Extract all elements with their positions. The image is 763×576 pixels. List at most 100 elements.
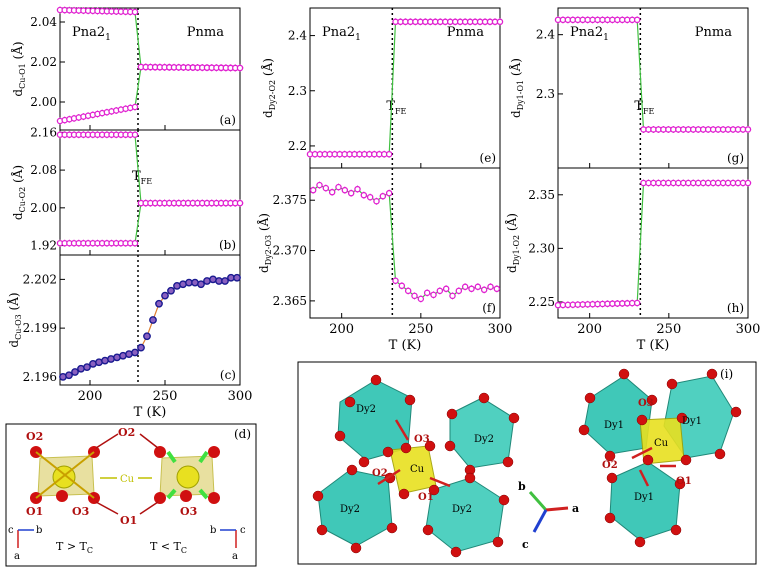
- oxygen-atom: [706, 368, 718, 380]
- green-arrow-2: [198, 450, 209, 464]
- left-o1-label: O1: [26, 505, 43, 518]
- chart-f-point: [328, 188, 336, 196]
- i-arrow-3: [429, 476, 451, 488]
- chart-f-ytick-label: 2.370: [273, 244, 307, 258]
- chart-g: 2.4 2.3 dDy1-O1 (Å) (g) Pna21 Pnma TFE: [508, 7, 752, 169]
- i-axis-c: [532, 509, 548, 533]
- chart-h-point: [744, 179, 752, 187]
- right-o2-label: O2: [118, 426, 135, 439]
- chart-e-point: [385, 150, 393, 158]
- chart-h-ylabel: dDy1-O2 (Å): [504, 213, 521, 273]
- oxygen-atom: [642, 454, 654, 466]
- chart-c-point: [221, 277, 229, 285]
- cond-right: T < TC: [150, 540, 187, 555]
- chart-f-point: [411, 292, 418, 300]
- poly-dy2-top-right: [449, 397, 515, 469]
- oxygen-atom: [618, 368, 630, 380]
- chart-c-point: [143, 332, 151, 341]
- panel-d-diagram: (d) O2 O1 O3 Cu O2 O1: [5, 423, 257, 567]
- chart-f-point: [309, 186, 317, 194]
- oxygen-atom: [444, 440, 456, 452]
- chart-f-point: [335, 183, 342, 191]
- oxygen-atom: [450, 546, 462, 558]
- chart-a-ytick-label: 2.02: [30, 55, 57, 69]
- chart-e-tfe-annotation: TFE: [386, 99, 406, 116]
- label-o1-left: O1: [418, 492, 434, 503]
- oxygen-atom: [604, 450, 616, 462]
- chart-a-ylabel: dCu-O1 (Å): [10, 41, 27, 96]
- chart-f-point: [347, 189, 355, 197]
- oxygen-atom: [400, 442, 412, 454]
- chart-h-frame: [557, 167, 749, 319]
- chart-a-point: [131, 103, 139, 111]
- i-axis-b: [528, 491, 548, 511]
- oxygen-atom: [464, 472, 476, 484]
- chart-g-ylabel: dDy1-O1 (Å): [508, 58, 525, 118]
- chart-f-point: [430, 291, 437, 299]
- chart-e-ytick-label: 2.3: [288, 84, 307, 98]
- chart-h-point: [633, 299, 641, 307]
- chart-f-point: [468, 285, 475, 293]
- oxygen-atom: [312, 490, 324, 502]
- right-o-atom-2: [208, 446, 220, 458]
- chart-f-point: [398, 282, 406, 290]
- panel-i-frame: [297, 361, 757, 565]
- chart-f-point: [385, 189, 393, 197]
- oxygen-atom: [344, 396, 356, 408]
- chart-f-ytick-label: 2.365: [273, 294, 307, 308]
- chart-f-point: [493, 285, 501, 293]
- oxygen-atom: [382, 446, 394, 458]
- chart-f-frame: [309, 167, 501, 319]
- chart-e-ytick-label: 2.2: [288, 139, 307, 153]
- chart-b-series-line: [60, 134, 240, 204]
- right-axis-b-label: b: [210, 525, 216, 536]
- red-arrow-o1b: [139, 501, 159, 515]
- oxygen-atom: [350, 542, 362, 554]
- panel-i-label: (i): [720, 367, 733, 381]
- right-o-atom-1: [154, 446, 166, 458]
- left-o3-atom: [56, 490, 68, 502]
- chart-b-ytick-label: 1.92: [30, 239, 57, 253]
- chart-h-panel-label: (h): [727, 301, 744, 315]
- label-o2-right: O2: [602, 460, 618, 471]
- label-dy1-c: Dy1: [634, 492, 654, 503]
- panel-d-label: (d): [234, 427, 251, 441]
- i-arrow-4: [631, 446, 653, 460]
- chart-h-xtick-label: 200: [577, 322, 602, 337]
- chart-c-point: [83, 363, 91, 372]
- chart-f: 2.375 2.370 2.365 200 250 300 T (K) dDy2-O3 (Å)…: [256, 167, 512, 353]
- red-arrow-o2b: [139, 433, 159, 449]
- oxygen-atom: [674, 478, 686, 490]
- chart-c-point: [197, 280, 205, 289]
- right-axis-c-label: c: [240, 525, 246, 536]
- chart-e-point: [496, 18, 504, 26]
- oxygen-atom: [424, 440, 436, 452]
- oxygen-atom: [604, 512, 616, 524]
- chart-f-point: [461, 283, 469, 291]
- chart-f-point: [360, 191, 368, 199]
- chart-c-ytick-label: 2.196: [23, 370, 57, 384]
- oxygen-atom: [346, 464, 358, 476]
- label-dy2-d: Dy2: [452, 504, 472, 515]
- chart-g-point: [744, 126, 752, 133]
- chart-g-ytick-label: 2.3: [536, 87, 555, 101]
- i-axis-b-label: b: [518, 480, 526, 493]
- left-axis-b-label: b: [36, 525, 42, 536]
- chart-c-xtick-label: 250: [153, 389, 178, 404]
- i-axis-c-label: c: [522, 538, 529, 551]
- chart-f-panel-label: (f): [482, 301, 496, 315]
- oxygen-atom: [502, 456, 514, 468]
- chart-a-panel-label: (a): [219, 113, 236, 127]
- chart-f-xtick-label: 250: [408, 322, 433, 337]
- oxygen-atom: [646, 394, 658, 406]
- chart-c-panel-label: (c): [220, 368, 236, 382]
- oxygen-atom: [634, 536, 646, 548]
- oxygen-atom: [404, 394, 416, 406]
- right-o1-label: O1: [120, 514, 137, 527]
- chart-c-point: [71, 368, 79, 376]
- chart-c-ylabel: dCu-O3 (Å): [6, 292, 23, 347]
- oxygen-atom: [370, 374, 382, 386]
- chart-g-ytick-label: 2.4: [536, 28, 555, 42]
- oxygen-atom: [676, 412, 688, 424]
